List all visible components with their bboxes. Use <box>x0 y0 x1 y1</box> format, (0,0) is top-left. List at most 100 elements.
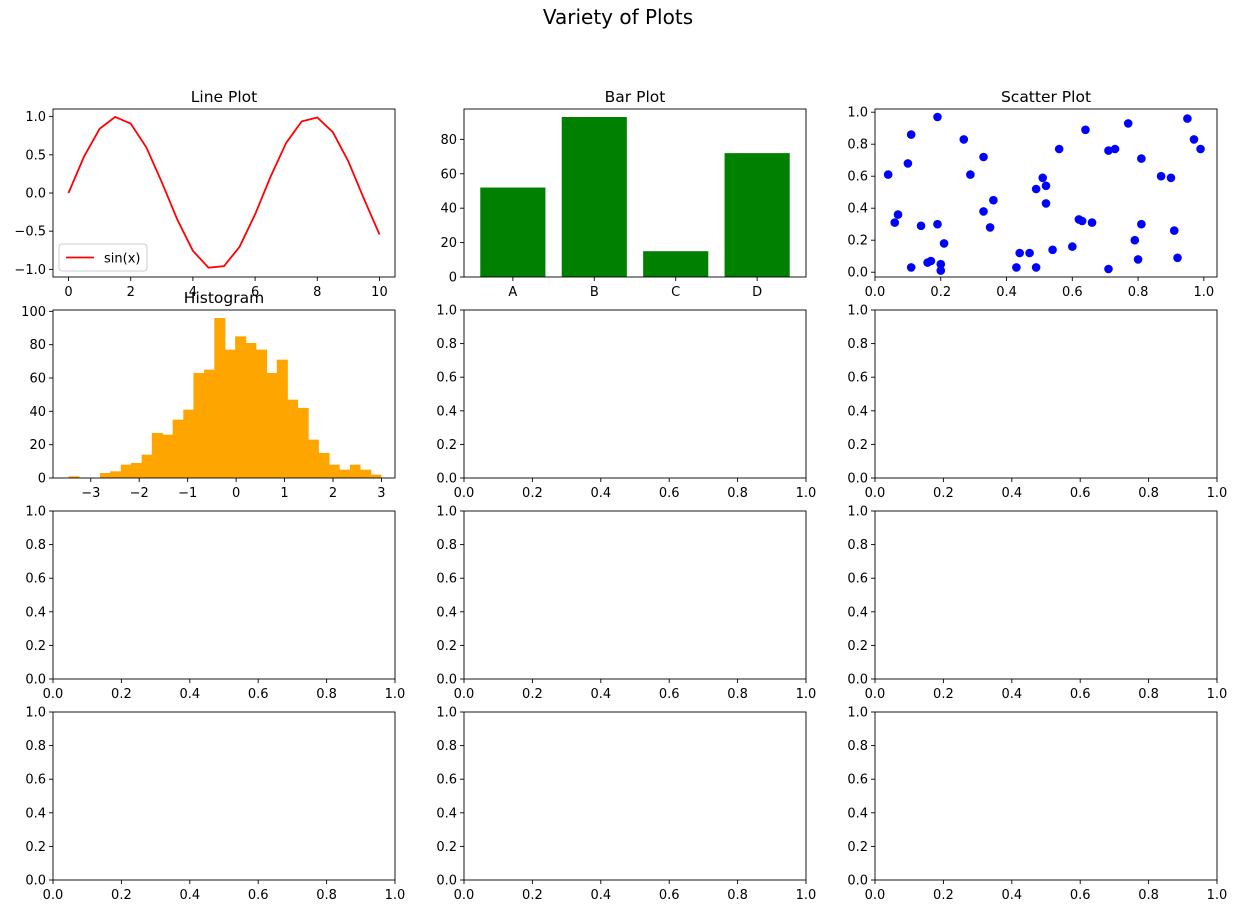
x-tick-label: 10 <box>371 285 388 300</box>
y-tick-label: 20 <box>29 438 46 453</box>
x-tick-label: 0.4 <box>1001 486 1022 501</box>
x-tick-label: 0.0 <box>43 888 64 903</box>
y-tick-label: 1.0 <box>25 505 46 520</box>
x-tick-label: 0.0 <box>865 285 886 300</box>
y-tick-label: 100 <box>21 305 46 320</box>
y-tick-label: 0.4 <box>847 605 868 620</box>
x-tick-label: 0.6 <box>248 687 269 702</box>
hist-bin-27 <box>349 464 361 478</box>
y-tick-label: 0.8 <box>847 337 868 352</box>
plot-area <box>875 109 1217 277</box>
scatter-point-45 <box>1169 226 1179 235</box>
hist-bin-10 <box>172 419 184 478</box>
subplot-empty-r4c2: 0.0 0.2 0.4 0.6 0.8 1.0 0.0 0.2 0.4 0.6 0.8 1.0 <box>436 706 816 904</box>
scatter-point-13 <box>939 239 949 248</box>
x-tick-label: C <box>671 285 680 300</box>
x-tick-label: 1 <box>280 486 288 501</box>
subplot-empty-r4c1: 0.0 0.2 0.4 0.6 0.8 1.0 0.0 0.2 0.4 0.6 0.8 1.0 <box>25 706 405 904</box>
axes-frame <box>463 108 807 278</box>
y-tick-label: 0.4 <box>25 806 46 821</box>
x-tick-label: 1.0 <box>1207 888 1228 903</box>
subplot-title: Scatter Plot <box>1001 88 1091 106</box>
axes-frame <box>52 510 396 680</box>
y-tick-label: 60 <box>440 167 457 182</box>
bar-B <box>561 117 627 277</box>
y-tick-label: 0.0 <box>25 673 46 688</box>
y-tick-label: 0.0 <box>25 187 46 202</box>
subplot-hist: −3 −2 −1 0 1 2 3 0 20 40 60 80 100 Histogram <box>21 289 396 501</box>
scatter-point-46 <box>1173 253 1182 263</box>
hist-bin-8 <box>151 433 163 478</box>
scatter-point-4 <box>906 263 916 272</box>
x-tick-label: 0.4 <box>179 888 200 903</box>
scatter-point-28 <box>1048 245 1057 255</box>
y-tick-label: 80 <box>440 133 457 148</box>
scatter-point-29 <box>1054 144 1064 154</box>
y-tick-label: 0.6 <box>847 170 868 185</box>
marks <box>68 318 382 478</box>
scatter-point-25 <box>1038 173 1048 183</box>
scatter-point-10 <box>933 112 942 122</box>
scatter-point-16 <box>979 152 988 162</box>
axes-frame <box>874 309 1218 479</box>
hist-bin-9 <box>162 434 174 478</box>
y-tick-label: 0.6 <box>847 773 868 788</box>
x-tick-label: 0.4 <box>1001 687 1022 702</box>
hist-bin-7 <box>141 454 153 478</box>
bar-C <box>643 251 709 277</box>
y-tick-label: 0.8 <box>847 739 868 754</box>
y-tick-label: −1.0 <box>14 263 46 278</box>
x-tick-label: 0.4 <box>179 687 200 702</box>
y-tick-label: 0.2 <box>436 438 457 453</box>
scatter-point-5 <box>906 130 916 139</box>
x-tick-label: 0.8 <box>316 687 337 702</box>
marks <box>883 112 1205 275</box>
y-tick-label: 0.0 <box>25 874 46 889</box>
scatter-point-43 <box>1156 171 1166 181</box>
y-tick-label: 20 <box>440 236 457 251</box>
y-tick-label: 0.0 <box>847 472 868 487</box>
scatter-point-9 <box>933 219 942 229</box>
x-tick-label: 1.0 <box>796 687 817 702</box>
hist-bin-6 <box>130 463 143 478</box>
scatter-point-32 <box>1077 216 1087 226</box>
hist-bin-24 <box>318 453 330 478</box>
legend: sin(x) <box>58 243 148 272</box>
scatter-point-2 <box>893 210 903 219</box>
hist-bin-28 <box>360 469 372 478</box>
y-tick-label: 0.8 <box>847 138 868 153</box>
subplot-scatter: 0.0 0.2 0.4 0.6 0.8 1.0 0.0 0.2 0.4 0.6 0.8 1.0 Scat… <box>847 88 1218 300</box>
hist-bin-11 <box>183 409 194 478</box>
y-tick-label: 0 <box>38 472 46 487</box>
hist-bin-29 <box>370 474 382 478</box>
x-tick-label: 0.6 <box>1070 486 1091 501</box>
scatter-point-18 <box>985 223 995 232</box>
scatter-point-14 <box>959 135 969 144</box>
scatter-point-38 <box>1123 119 1133 128</box>
y-tick-label: 0.2 <box>847 234 868 249</box>
x-tick-label: 2 <box>329 486 337 501</box>
x-tick-label: −2 <box>130 486 149 501</box>
scatter-point-44 <box>1166 173 1176 183</box>
x-tick-label: 0.0 <box>865 888 886 903</box>
x-tick-label: 1.0 <box>1207 687 1228 702</box>
x-tick-label: 0.2 <box>933 687 954 702</box>
x-tick-label: 0.4 <box>996 285 1017 300</box>
plot-area <box>875 310 1217 478</box>
scatter-point-21 <box>1015 248 1024 258</box>
scatter-point-17 <box>979 207 988 216</box>
y-tick-label: 0.2 <box>436 639 457 654</box>
x-tick-label: 0.0 <box>454 486 475 501</box>
figure-title: Variety of Plots <box>542 5 694 29</box>
y-tick-label: 0.2 <box>25 840 46 855</box>
x-tick-label: 0.2 <box>522 486 543 501</box>
y-tick-label: 0.6 <box>847 371 868 386</box>
x-tick-label: 0.4 <box>590 888 611 903</box>
hist-bin-26 <box>339 469 351 478</box>
scatter-point-6 <box>916 221 926 231</box>
plot-area <box>464 511 806 679</box>
x-tick-label: 0.6 <box>1062 285 1083 300</box>
x-tick-label: 1.0 <box>1194 285 1215 300</box>
y-tick-label: 0.6 <box>436 371 457 386</box>
